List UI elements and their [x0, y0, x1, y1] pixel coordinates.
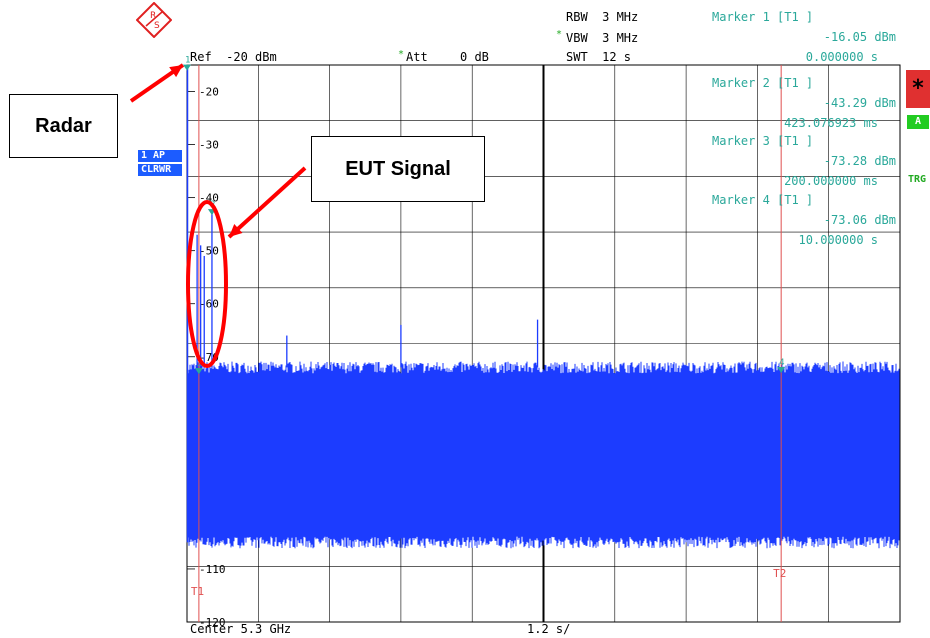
marker-1-position: 0.000000 s: [805, 50, 878, 64]
y-tick-label: -20: [199, 86, 219, 99]
trace-line-label: T1: [191, 585, 204, 598]
att-star: *: [398, 49, 405, 60]
marker-4-level: -73.06 dBm: [823, 213, 896, 227]
y-tick-label: -110: [199, 563, 226, 576]
marker-1-triangle: [183, 64, 191, 71]
marker-1-title: Marker 1 [T1 ]: [712, 10, 814, 24]
radar-arrow-head: [169, 65, 183, 78]
marker-4-number: 4: [779, 358, 784, 368]
status-star-badge: *: [906, 70, 930, 108]
marker-4-position: 10.000000 s: [798, 233, 878, 247]
span-label: 1.2 s/: [527, 622, 571, 636]
svg-text:S: S: [154, 21, 160, 31]
y-tick-label: -30: [199, 139, 219, 152]
marker-4-triangle: [777, 366, 786, 373]
y-tick-label: -60: [199, 298, 219, 311]
trigger-label: TRG: [907, 174, 927, 185]
swt-label: SWT 12 s: [566, 50, 632, 64]
y-tick-label: -120: [199, 616, 226, 629]
marker-1-number: 1: [185, 56, 190, 66]
eut-signal-highlight-ellipse: [186, 200, 228, 368]
att-label: Att: [406, 50, 428, 64]
marker-4-title: Marker 4 [T1 ]: [712, 193, 814, 207]
mode-badge: CLRWR: [138, 164, 182, 176]
marker-3-level: -73.28 dBm: [823, 154, 896, 168]
eut-signal-callout: EUT Signal: [311, 136, 485, 202]
marker-3-number: 3: [197, 359, 202, 369]
svg-text:R: R: [150, 11, 156, 21]
trace-line-label: T2: [773, 567, 786, 580]
marker-2-level: -43.29 dBm: [823, 96, 896, 110]
rohde-schwarz-logo-icon: R S: [136, 2, 172, 38]
center-frequency-label: Center 5.3 GHz: [190, 622, 292, 636]
marker-2-title: Marker 2 [T1 ]: [712, 76, 814, 90]
trace-a-badge: A: [907, 115, 929, 129]
marker-3-title: Marker 3 [T1 ]: [712, 134, 814, 148]
vbw-star: *: [556, 29, 563, 40]
marker-1-level: -16.05 dBm: [823, 30, 896, 44]
radar-callout: Radar: [9, 94, 118, 158]
marker-3-triangle: [194, 368, 203, 375]
eut-signal-arrow-head: [229, 224, 243, 237]
y-tick-label: -50: [199, 245, 219, 258]
eut-signal-arrow-shaft: [227, 166, 307, 239]
noise-floor-trace: [187, 361, 900, 549]
marker-3-position: 200.000000 ms: [784, 174, 878, 188]
trace-badge: 1 AP: [138, 150, 182, 162]
vbw-label: VBW 3 MHz: [566, 31, 639, 45]
att-value: 0 dB: [460, 50, 489, 64]
ref-level-label: Ref -20 dBm: [190, 50, 277, 64]
marker-2-position: 423.076923 ms: [784, 116, 878, 130]
rbw-label: RBW 3 MHz: [566, 10, 639, 24]
